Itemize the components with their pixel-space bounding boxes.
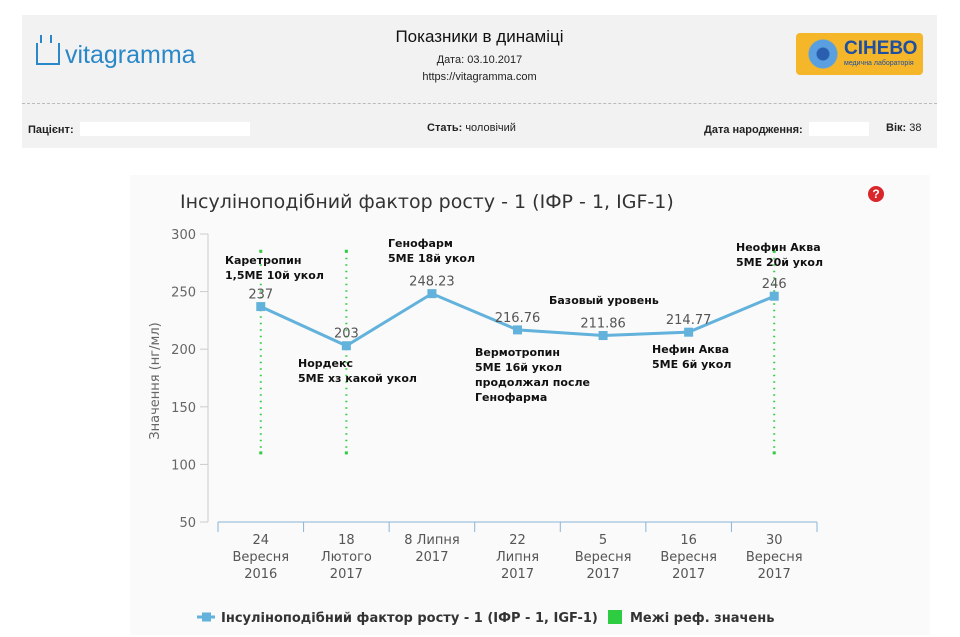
data-point[interactable] (513, 325, 522, 335)
report-title: Показники в динаміці (395, 27, 564, 46)
y-tick-label: 200 (171, 343, 196, 358)
age-field: Вік: 38 (886, 122, 921, 134)
x-tick-label: 5 Вересня 2017 (575, 533, 632, 582)
legend-series-marker (202, 612, 211, 622)
reference-lines (259, 249, 776, 455)
report-header: vitagramma Показники в динаміці Дата: 03… (22, 15, 937, 148)
data-point[interactable] (427, 289, 437, 299)
data-label: 203 (334, 327, 359, 342)
lab-flower-icon (808, 39, 838, 69)
sex-value: чоловічий (465, 122, 516, 134)
x-tick-label: 30 Вересня 2017 (746, 533, 803, 582)
report-date: Дата: 03.10.2017 (436, 54, 523, 66)
flask-icon (36, 35, 60, 65)
reference-range-end (259, 451, 263, 455)
annotation: Нефин Аква 5МЕ 6й укол (652, 343, 731, 371)
age-label: Вік: (886, 122, 907, 134)
x-tick-label: 8 Липня 2017 (404, 533, 459, 565)
x-tick-label: 16 Вересня 2017 (660, 533, 717, 582)
logo-text: vitagramma (65, 41, 196, 69)
y-tick-label: 150 (171, 401, 196, 416)
data-point[interactable] (684, 327, 694, 337)
data-point[interactable] (256, 302, 266, 312)
data-point[interactable] (598, 331, 608, 341)
lab-name: СІНЕВО (844, 38, 918, 59)
annotation: Генофарм 5МЕ 18й укол (388, 237, 475, 265)
data-label: 214.77 (666, 313, 712, 328)
dob-label: Дата народження: (704, 124, 803, 136)
data-point[interactable] (341, 341, 351, 351)
legend: Інсуліноподібний фактор росту - 1 (ІФР -… (197, 610, 774, 626)
lab-subtitle: медична лабораторія (844, 60, 914, 67)
header-divider (22, 103, 937, 104)
chart-background (130, 175, 930, 635)
patient-name-redacted (79, 122, 250, 136)
age-value: 38 (909, 122, 922, 134)
reference-range-end (259, 249, 263, 253)
y-tick-label: 250 (171, 286, 196, 301)
reference-range-end (772, 249, 776, 253)
vitagramma-logo[interactable]: vitagramma (36, 35, 196, 70)
legend-series-label[interactable]: Інсуліноподібний фактор росту - 1 (ІФР -… (221, 611, 598, 626)
legend-reference-label[interactable]: Межі реф. значень (630, 611, 774, 626)
data-label: 248.23 (409, 275, 455, 290)
chart-title: Інсуліноподібний фактор росту - 1 (ІФР -… (180, 191, 674, 213)
y-tick-label: 100 (171, 458, 196, 473)
reference-range-end (772, 451, 776, 455)
data-label: 246 (762, 277, 787, 292)
x-tick-label: 24 Вересня 2016 (232, 533, 289, 582)
data-point[interactable] (769, 291, 779, 301)
sex-field: Стать: чоловічий (427, 122, 516, 134)
x-tick-label: 18 Лютого 2017 (321, 533, 372, 582)
data-label: 211.86 (580, 317, 626, 332)
patient-field: Пацієнт: (28, 122, 250, 136)
y-axis-title: Значення (нг/мл) (148, 322, 163, 439)
annotation: Нордекс 5МЕ хз какой укол (298, 357, 417, 385)
lab-logo: СІНЕВО медична лабораторія (796, 33, 923, 75)
series-group: 237 203 248.23 216.76 211.86 214.77 246 (248, 275, 787, 351)
annotation: Вермотропин 5МЕ 16й укол продолжал после Ге… (475, 346, 590, 404)
dob-field: Дата народження: (704, 122, 869, 136)
annotation: Каретропин 1,5МЕ 10й укол (225, 254, 324, 282)
annotation: Базовый уровень (549, 294, 659, 307)
legend-reference-swatch (608, 610, 622, 624)
x-tick-label: 22 Липня 2017 (496, 533, 539, 582)
report-url[interactable]: https://vitagramma.com (422, 71, 537, 83)
data-label: 237 (248, 288, 273, 303)
annotations: Каретропин 1,5МЕ 10й укол Нордекс 5МЕ хз ка… (225, 237, 823, 404)
dob-redacted (808, 122, 869, 136)
help-icon[interactable]: ? (868, 186, 884, 202)
y-tick-label: 50 (179, 516, 196, 531)
reference-range-end (344, 249, 348, 253)
data-label: 216.76 (495, 311, 541, 326)
reference-range-end (344, 451, 348, 455)
report-title-block: Показники в динаміці Дата: 03.10.2017 ht… (352, 27, 607, 83)
axes: 50 100 150 200 250 300 24 Вересня 2016 18 Лютого 20… (171, 228, 818, 582)
annotation: Неофин Аква 5МЕ 20й укол (736, 241, 823, 269)
sex-label: Стать: (427, 122, 463, 134)
patient-label: Пацієнт: (28, 124, 74, 136)
y-tick-label: 300 (171, 228, 196, 243)
